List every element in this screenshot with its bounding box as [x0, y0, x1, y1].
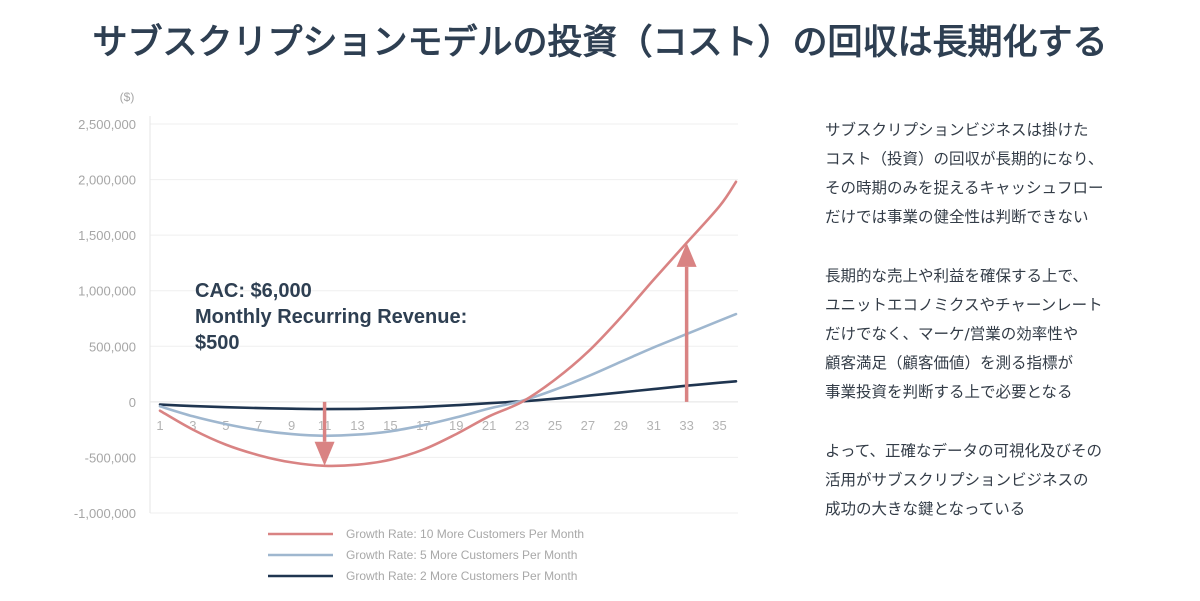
- x-tick-label: 33: [679, 418, 693, 433]
- y-tick-label: -1,000,000: [74, 506, 136, 521]
- side-text: サブスクリプションビジネスは掛けた コスト（投資）の回収が長期的になり、 その時…: [825, 116, 1185, 554]
- chart-annotation: CAC: $6,000 Monthly Recurring Revenue: $…: [195, 278, 467, 356]
- x-tick-label: 9: [288, 418, 295, 433]
- y-tick-label: 1,000,000: [78, 284, 136, 299]
- y-tick-label: -500,000: [85, 450, 136, 465]
- mrr-label: Monthly Recurring Revenue:: [195, 306, 468, 328]
- series-line-1: [158, 180, 738, 468]
- x-tick-label: 31: [646, 418, 660, 433]
- y-tick-label: 2,000,000: [78, 173, 136, 188]
- legend-label-3: Growth Rate: 2 More Customers Per Month: [346, 569, 577, 583]
- x-tick-label: 27: [581, 418, 595, 433]
- side-paragraph-2: 長期的な売上や利益を確保する上で、 ユニットエコノミクスやチャーンレート だけで…: [825, 267, 1103, 401]
- side-paragraph-1: サブスクリプションビジネスは掛けた コスト（投資）の回収が長期的になり、 その時…: [825, 121, 1104, 226]
- page-title: サブスクリプションモデルの投資（コスト）の回収は長期化する: [92, 23, 1108, 63]
- y-tick-label: 500,000: [89, 339, 136, 354]
- x-tick-label: 7: [255, 418, 262, 433]
- y-tick-label: 0: [129, 395, 136, 410]
- series-line-2: [158, 312, 738, 438]
- side-paragraph-3: よって、正確なデータの可視化及びその 活用がサブスクリプションビジネスの 成功の…: [825, 442, 1102, 518]
- x-tick-label: 29: [614, 418, 628, 433]
- line-chart: ($) 2,500,000 2,000,000 1,500,000 1,000,000 5…: [74, 90, 738, 583]
- x-tick-label: 15: [383, 418, 397, 433]
- series-line-3: [158, 380, 738, 411]
- mrr-value: $500: [195, 332, 240, 354]
- x-tick-label: 3: [189, 418, 196, 433]
- y-tick-label: 2,500,000: [78, 117, 136, 132]
- y-axis-unit: ($): [120, 90, 135, 104]
- x-tick-label: 21: [482, 418, 496, 433]
- x-tick-label: 25: [548, 418, 562, 433]
- x-tick-label: 13: [350, 418, 364, 433]
- legend-label-2: Growth Rate: 5 More Customers Per Month: [346, 548, 577, 562]
- x-tick-label: 19: [449, 418, 463, 433]
- y-tick-label: 1,500,000: [78, 228, 136, 243]
- arrow-head-2: [676, 242, 697, 267]
- x-tick-label: 23: [515, 418, 529, 433]
- x-tick-label: 1: [156, 418, 163, 433]
- x-tick-label: 35: [712, 418, 726, 433]
- legend-label-1: Growth Rate: 10 More Customers Per Month: [346, 527, 584, 541]
- cac-label: CAC: $6,000: [195, 280, 312, 302]
- arrow-head-1: [314, 441, 335, 466]
